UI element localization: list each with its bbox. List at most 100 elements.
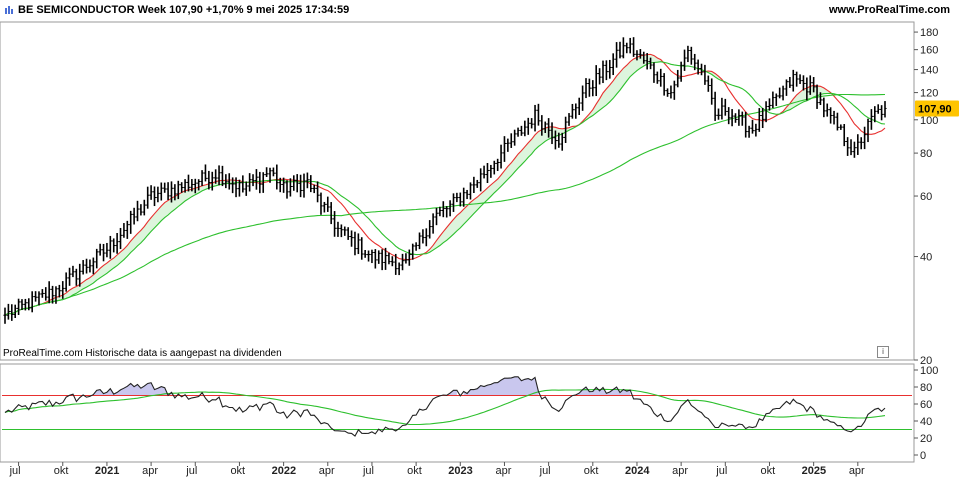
price-bar [791,69,795,92]
price-bar [608,59,612,79]
price-bar [513,129,517,146]
price-y-tick-label: 100 [920,115,938,127]
price-bar [672,80,676,100]
price-bar [482,165,486,179]
x-tick-label: 2024 [625,465,650,477]
price-bar [740,111,744,126]
price-bar [883,101,887,118]
price-bar [424,228,428,247]
price-bar [244,181,248,196]
price-bar [581,85,585,111]
price-bar [414,242,418,251]
price-bar [761,107,765,129]
price-bar [584,78,588,99]
price-bar [614,42,619,68]
price-bar [142,199,146,216]
price-bar [183,179,187,193]
price-bar [523,120,527,137]
price-bar [193,178,197,194]
price-bar [839,124,843,130]
info-icon[interactable]: i [877,346,889,358]
price-y-tick-label: 140 [920,65,938,77]
price-bar [825,103,829,117]
price-bar [370,249,374,264]
price-bar [329,202,333,225]
price-bar [778,87,782,99]
price-bar [309,175,313,193]
price-bar [265,167,269,177]
price-bar [489,164,493,178]
x-tick-label: jul [185,465,197,477]
price-bar [706,75,710,92]
price-y-tick-label: 180 [920,27,938,39]
bar-chart-icon[interactable] [4,5,14,15]
price-bar [703,64,707,85]
price-bar [744,111,748,138]
price-bar [499,144,503,169]
price-bar [846,137,850,156]
price-bar [305,172,309,189]
price-bar [37,291,41,306]
price-bar [47,281,51,304]
price-bar [44,287,48,301]
price-bar [431,213,435,234]
oscillator-y-tick-label: 100 [920,365,938,377]
price-bar [618,41,622,59]
price-bar [747,125,751,138]
price-bar [757,108,761,132]
dividend-footnote: ProRealTime.com Historische data is aang… [3,348,282,359]
price-bar [190,179,194,192]
price-bar [251,174,255,187]
price-bar [574,103,578,119]
price-bar [597,68,602,85]
price-bar [319,192,323,215]
price-bar [139,204,143,216]
price-bar [61,281,65,299]
price-bar [713,91,717,121]
x-tick-label: okt [760,465,775,477]
price-bar [727,107,731,125]
price-y-tick-label: 40 [920,252,932,264]
price-bar [784,79,789,96]
price-bar [655,71,659,84]
price-bar [506,138,510,152]
x-tick-label: okt [407,465,422,477]
price-bar [241,175,245,193]
price-bar [275,164,279,190]
price-bar [553,130,558,150]
oscillator-y-tick-label: 80 [920,382,932,394]
price-bar [577,97,581,116]
price-bar [3,307,7,324]
axes-layer: 20 40 60 80 100 120 140 160 180 107,90 0 20 40 60 80 10… [9,27,959,477]
price-bar [856,134,860,155]
price-bar [852,141,857,158]
price-bar [516,127,520,137]
price-bar [339,224,343,238]
price-bar [78,263,82,287]
price-bar [407,249,411,266]
price-bar [203,164,208,182]
price-bar [254,169,259,190]
price-bar [815,84,819,109]
price-y-tick-label: 20 [920,355,932,367]
price-bar [166,182,170,201]
oscillator-layer [2,376,912,437]
price-bar [448,200,452,217]
price-bar [258,171,262,194]
price-bar [635,50,639,61]
oscillator-line [4,376,886,437]
price-bar [98,243,102,256]
x-tick-label: apr [672,465,688,477]
price-bar [132,207,136,225]
ma-red-line [4,53,886,316]
price-bar [631,37,636,57]
price-y-tick-label: 120 [920,88,938,100]
price-bar [812,77,816,93]
price-bar [543,121,547,134]
price-bar [723,98,727,116]
price-bar [869,109,874,130]
source-link[interactable]: www.ProRealTime.com [828,4,950,16]
price-bar [750,119,755,134]
price-bar [682,49,687,71]
